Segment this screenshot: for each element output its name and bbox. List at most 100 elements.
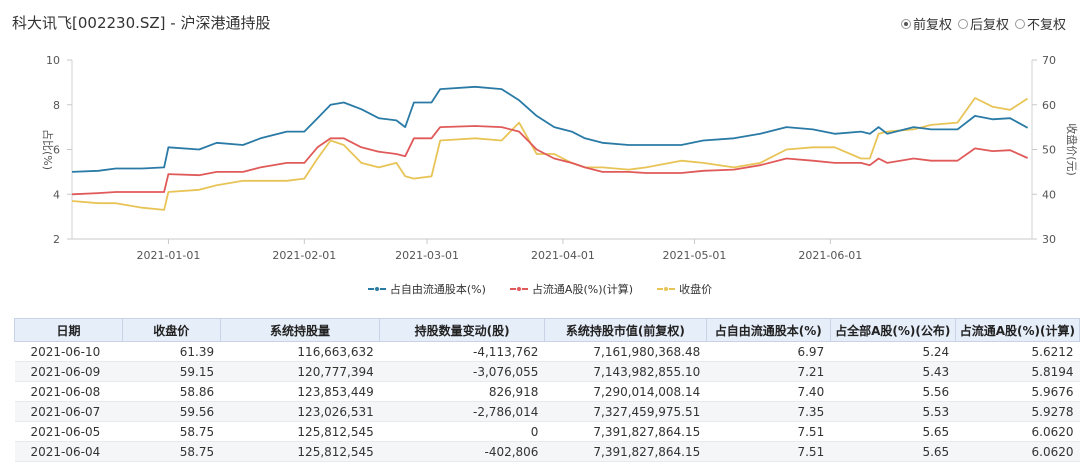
table-cell: 7.21 (706, 361, 831, 382)
table-cell: 2021-06-07 (14, 401, 123, 422)
table-cell: 5.24 (830, 341, 956, 362)
table-cell: 116,663,632 (220, 341, 380, 362)
column-header[interactable]: 占全部A股(%)(公布) (829, 318, 956, 342)
x-tick-label: 2021-04-01 (531, 249, 595, 262)
column-header[interactable]: 占自由流通股本(%) (705, 318, 831, 342)
column-header[interactable]: 持股数量变动(股) (379, 318, 545, 342)
legend-item-a-share[interactable]: 占流通A股(%)(计算) (509, 281, 634, 297)
table-cell: 7,327,459,975.51 (544, 401, 707, 422)
table-cell: 5.43 (830, 361, 956, 382)
table-cell: 0 (379, 421, 545, 442)
series-line-free-float (71, 85, 1029, 173)
table-cell: -402,806 (379, 441, 545, 462)
table-cell: 7,161,980,368.48 (544, 341, 707, 362)
table-body: 2021-06-10 61.39 116,663,632 -4,113,762 7,16… (14, 341, 1080, 462)
table-cell: 5.53 (830, 401, 956, 422)
column-header[interactable]: 系统持股市值(前复权) (543, 318, 707, 342)
series-line-close-price (71, 97, 1029, 211)
table-cell: 120,777,394 (220, 361, 380, 382)
table-cell: 7,391,827,864.15 (544, 441, 707, 462)
table-cell: 7,290,014,008.14 (544, 381, 707, 402)
table-cell: 59.56 (122, 401, 221, 422)
table-cell: 7.40 (706, 381, 831, 402)
table-cell: 5.8194 (955, 361, 1080, 382)
table-cell: 2021-06-10 (14, 341, 123, 362)
table-cell: 58.86 (122, 381, 221, 402)
table-cell: 2021-06-05 (14, 421, 123, 442)
chart-legend: 占自由流通股本(%) 占流通A股(%)(计算) 收盘价 (0, 281, 1080, 297)
radio-label: 后复权 (969, 18, 1009, 33)
table-cell: 7.51 (706, 441, 831, 462)
table-cell: 826,918 (379, 381, 545, 402)
table-cell: 59.15 (122, 361, 221, 382)
table-cell: 6.0620 (955, 441, 1080, 462)
table-cell: 7.51 (706, 421, 831, 442)
table-cell: 7,143,982,855.10 (544, 361, 707, 382)
table-cell: 5.65 (830, 421, 956, 442)
radio-not-adjusted[interactable]: 不复权 (1014, 14, 1066, 33)
y-right-tick-label: 70 (1042, 54, 1056, 67)
holdings-table: 日期 收盘价 系统持股量 持股数量变动(股) 系统持股市值(前复权) 占自由流通股本(%)… (14, 318, 1080, 462)
x-tick-label: 2021-02-01 (272, 249, 336, 262)
table-cell: 6.0620 (955, 421, 1080, 442)
table-cell: 123,853,449 (220, 381, 380, 402)
y-left-tick-label: 4 (53, 188, 60, 201)
table-cell: 58.75 (122, 421, 221, 442)
table-cell: 5.6212 (955, 341, 1080, 362)
radio-label: 前复权 (912, 18, 952, 33)
column-header[interactable]: 系统持股量 (219, 318, 381, 342)
x-tick-label: 2021-03-01 (395, 249, 459, 262)
y-right-tick-label: 40 (1042, 188, 1056, 201)
radio-label: 不复权 (1026, 18, 1066, 33)
table-cell: -4,113,762 (379, 341, 545, 362)
y-left-tick-label: 10 (46, 54, 60, 67)
x-tick-label: 2021-05-01 (662, 249, 726, 262)
column-header[interactable]: 收盘价 (121, 318, 221, 342)
table-cell: 61.39 (122, 341, 221, 362)
table-cell: 2021-06-04 (14, 441, 123, 462)
x-tick-label: 2021-01-01 (136, 249, 200, 262)
table-row: 2021-06-04 58.75 125,812,545 -402,806 7,391,… (14, 441, 1080, 462)
table-cell: 5.9278 (955, 401, 1080, 422)
table-cell: 5.9676 (955, 381, 1080, 402)
legend-label: 占自由流通股本(%) (389, 283, 486, 296)
y-left-tick-label: 8 (53, 99, 60, 112)
legend-label: 占流通A股(%)(计算) (531, 283, 634, 296)
legend-item-close-price[interactable]: 收盘价 (657, 281, 712, 297)
radio-unselected-icon[interactable] (957, 18, 968, 29)
radio-forward-adjusted[interactable]: 前复权 (900, 14, 952, 33)
y-left-tick-label: 6 (53, 144, 60, 157)
table-header-row: 日期 收盘价 系统持股量 持股数量变动(股) 系统持股市值(前复权) 占自由流通股本(%)… (14, 318, 1080, 342)
y-left-tick-label: 2 (53, 233, 60, 246)
page-title: 科大讯飞[002230.SZ] - 沪深港通持股 (12, 14, 271, 32)
holdings-line-chart: 2 4 6 8 10 30 40 50 60 70 占比(%) 收盘价(元) 2021-01-01 202… (41, 54, 1079, 262)
y-right-tick-label: 60 (1042, 99, 1056, 112)
table-cell: 125,812,545 (220, 421, 380, 442)
column-header[interactable]: 日期 (14, 318, 123, 342)
table-cell: 5.65 (830, 441, 956, 462)
table-cell: 2021-06-08 (14, 381, 123, 402)
radio-unselected-icon[interactable] (1014, 18, 1025, 29)
legend-item-free-float[interactable]: 占自由流通股本(%) (367, 281, 486, 297)
column-header[interactable]: 占流通A股(%)(计算) (954, 318, 1080, 342)
legend-line-icon (657, 286, 676, 292)
legend-line-icon (367, 286, 386, 292)
table-cell: 2021-06-09 (14, 361, 123, 382)
table-row: 2021-06-10 61.39 116,663,632 -4,113,762 7,16… (14, 341, 1080, 362)
table-cell: 7.35 (706, 401, 831, 422)
table-row: 2021-06-08 58.86 123,853,449 826,918 7,290,0… (14, 381, 1080, 402)
radio-selected-icon[interactable] (900, 18, 911, 29)
table-cell: 5.56 (830, 381, 956, 402)
table-cell: 125,812,545 (220, 441, 380, 462)
table-row: 2021-06-09 59.15 120,777,394 -3,076,055 7,14… (14, 361, 1080, 382)
y-right-tick-label: 50 (1042, 144, 1056, 157)
adjustment-radio-group: 前复权 后复权 不复权 (900, 14, 1066, 33)
x-tick-label: 2021-06-01 (798, 249, 862, 262)
table-row: 2021-06-05 58.75 125,812,545 0 7,391,827,864… (14, 421, 1080, 442)
table-cell: 58.75 (122, 441, 221, 462)
table-cell: -2,786,014 (379, 401, 545, 422)
legend-line-icon (509, 286, 528, 292)
radio-backward-adjusted[interactable]: 后复权 (957, 14, 1009, 33)
table-cell: 7,391,827,864.15 (544, 421, 707, 442)
table-cell: 6.97 (706, 341, 831, 362)
